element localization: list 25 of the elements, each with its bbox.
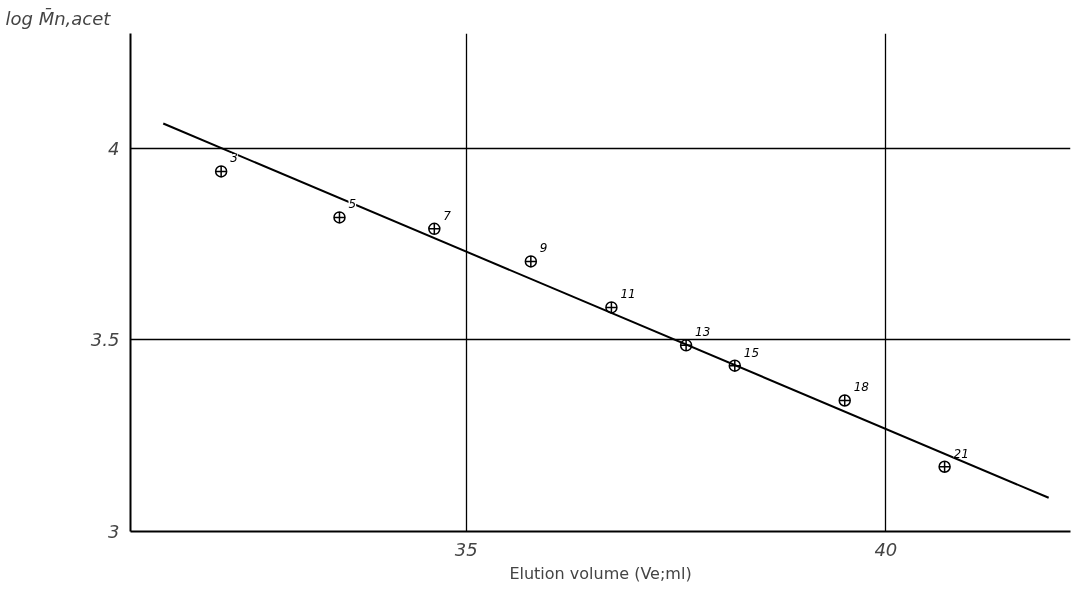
point [938, 460, 951, 474]
y-tick-label: 3.5 [90, 329, 120, 351]
annotation: 5 [348, 197, 357, 212]
point [214, 165, 228, 178]
annotation: 11 [620, 287, 636, 302]
annotation: 3 [230, 151, 238, 166]
annotation: 15 [743, 345, 760, 360]
point [428, 222, 441, 236]
annotation: 7 [443, 208, 452, 223]
y-tick-label: 3 [108, 521, 120, 542]
x-axis-title: Elution volume (Ve;ml) [509, 563, 692, 583]
y-tick-label: 4 [108, 137, 120, 159]
point [524, 255, 538, 268]
annotation: 18 [853, 380, 870, 395]
annotation: 13 [695, 325, 711, 340]
point [333, 211, 346, 224]
point [838, 394, 851, 407]
x-tick-label: 40 [874, 538, 898, 560]
annotation: 9 [539, 241, 548, 256]
y-axis-title: log M̄n,acet [5, 7, 112, 29]
point [605, 301, 618, 314]
point [679, 339, 693, 352]
annotation: 21 [953, 446, 969, 461]
point [728, 359, 742, 372]
x-tick-label: 35 [454, 538, 478, 560]
